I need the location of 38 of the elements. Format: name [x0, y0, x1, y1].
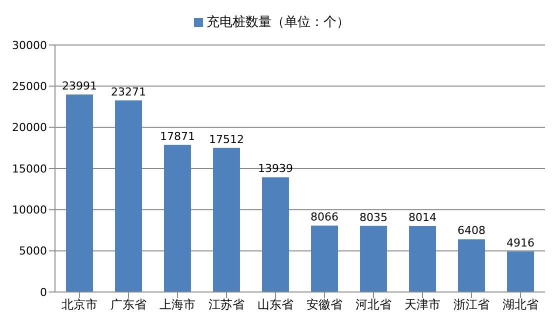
x-tick-label: 浙江省 [454, 298, 490, 312]
x-tick-label: 河北省 [356, 298, 392, 312]
y-tick-label: 30000 [12, 38, 47, 52]
x-tick-label: 天津市 [404, 298, 440, 312]
x-tick-label: 山东省 [258, 298, 294, 312]
y-tick-label: 20000 [12, 121, 47, 134]
y-tick-label: 15000 [12, 162, 47, 176]
y-tick-label: 0 [40, 286, 47, 299]
bar [213, 148, 240, 292]
data-label: 17871 [160, 130, 195, 143]
bar [507, 252, 534, 292]
data-label: 23271 [111, 85, 146, 98]
bar [115, 100, 142, 292]
bar [66, 94, 93, 292]
data-label: 8035 [360, 210, 388, 224]
data-label: 17512 [209, 132, 244, 146]
bar [458, 239, 485, 292]
y-tick-label: 25000 [12, 80, 47, 94]
bar [311, 226, 338, 292]
x-tick-label: 广东省 [110, 298, 146, 312]
legend-label: 充电桩数量（单位：个） [206, 15, 350, 30]
data-label: 4916 [506, 236, 534, 250]
y-tick-label: 5000 [19, 244, 47, 258]
data-label: 13939 [258, 162, 293, 176]
data-label: 8014 [408, 211, 436, 224]
bar [262, 177, 289, 292]
bar [360, 226, 387, 292]
x-tick-label: 上海市 [160, 298, 196, 312]
bar [164, 144, 191, 292]
data-label: 23991 [62, 79, 97, 92]
data-label: 6408 [458, 224, 486, 238]
x-tick-label: 北京市 [62, 298, 98, 312]
x-tick-label: 江苏省 [208, 298, 244, 312]
x-tick-label: 安徽省 [306, 298, 342, 312]
y-tick-label: 10000 [12, 204, 47, 217]
data-label: 8066 [310, 210, 338, 224]
x-tick-label: 湖北省 [502, 298, 538, 312]
bar [409, 226, 436, 292]
